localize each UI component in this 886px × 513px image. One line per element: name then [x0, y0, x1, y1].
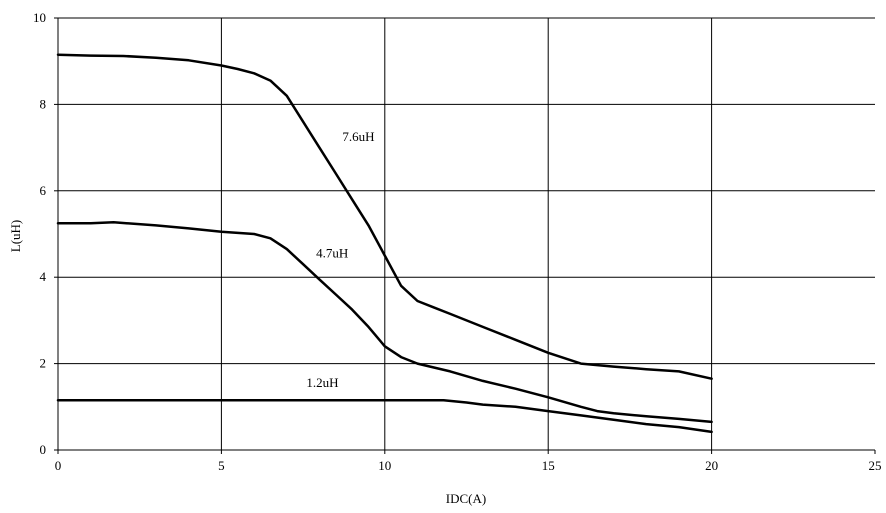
y-tick-label: 10 [33, 10, 46, 25]
y-tick-label: 4 [40, 269, 47, 284]
x-tick-label: 25 [869, 458, 882, 473]
series-label: 4.7uH [316, 245, 348, 260]
series-label: 1.2uH [306, 375, 338, 390]
series-label: 7.6uH [342, 129, 374, 144]
x-tick-label: 15 [542, 458, 555, 473]
axes [54, 17, 876, 454]
series-labels: 7.6uH 4.7uH 1.2uH [306, 129, 374, 390]
series-line-4-7uh [56, 221, 713, 424]
series-group [56, 53, 713, 434]
x-tick-label: 0 [55, 458, 62, 473]
grid [58, 17, 875, 450]
series-line-7-6uh [56, 53, 713, 380]
y-tick-label: 2 [40, 356, 47, 371]
y-axis-title: L(uH) [8, 220, 23, 253]
y-tick-label: 8 [40, 96, 47, 111]
y-tick-label: 0 [40, 442, 47, 457]
y-tick-label: 6 [40, 183, 47, 198]
x-axis-title: IDC(A) [446, 491, 486, 506]
series-line-1-2uh [56, 399, 713, 434]
x-tick-label: 5 [218, 458, 225, 473]
x-tick-labels: 0 5 10 15 20 25 [55, 458, 882, 473]
x-tick-label: 10 [378, 458, 391, 473]
plot-area [58, 18, 875, 450]
x-tick-label: 20 [705, 458, 718, 473]
y-tick-labels: 0 2 4 6 8 10 [33, 10, 47, 457]
